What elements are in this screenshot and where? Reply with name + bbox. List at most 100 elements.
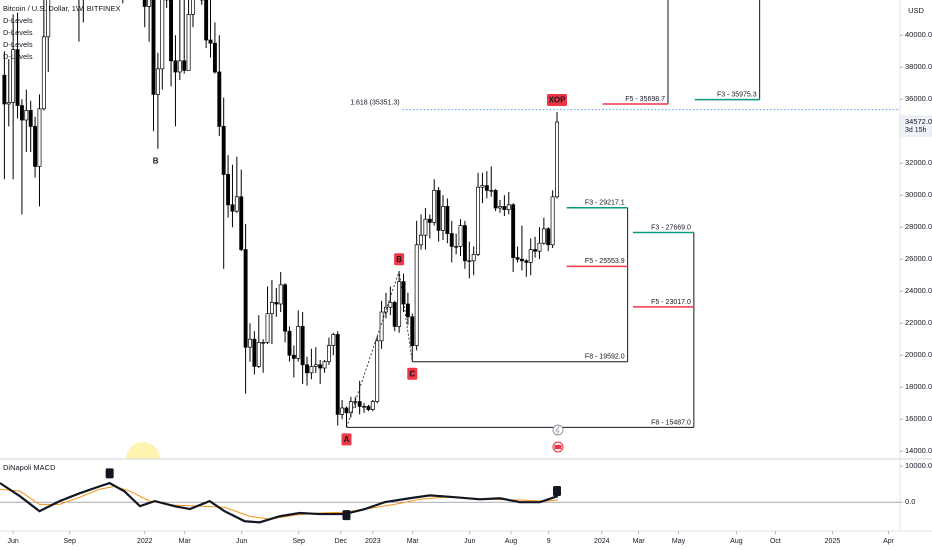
candle-body — [274, 302, 279, 305]
indicator-label: D-Levels — [3, 28, 33, 37]
pivot-label: C — [409, 369, 415, 378]
indicator-label: D-Levels — [3, 52, 33, 61]
y-tick-label: 10000.0 — [905, 461, 932, 470]
candle-body — [326, 345, 331, 362]
countdown-label: 3d 15h — [905, 127, 927, 134]
candle-body — [234, 196, 239, 212]
candle-body — [24, 110, 29, 121]
x-tick-label: 2022 — [137, 538, 153, 545]
candle-body — [212, 42, 217, 73]
candle-body — [155, 68, 160, 95]
candle-body — [173, 60, 178, 73]
x-tick-label: 9 — [547, 538, 551, 545]
candle-body — [287, 330, 292, 356]
currency-label: USD — [908, 6, 924, 15]
y-tick-label: 18000.0 — [905, 382, 932, 391]
candle-body — [230, 204, 235, 212]
level-label: F5 - 25553.9 — [585, 258, 625, 265]
candle-body — [392, 302, 397, 327]
axes: 14000.0 16000.0 18000.0 20000.0 22000.0 24000… — [8, 30, 932, 545]
x-tick-label: Mar — [633, 538, 646, 545]
candle-body — [445, 206, 450, 234]
candle-body — [226, 174, 231, 206]
price-tag — [899, 115, 932, 137]
candle-body — [555, 121, 559, 198]
pivot-label: B — [396, 255, 402, 264]
y-tick-label: 30000.0 — [905, 190, 932, 199]
candle-body — [300, 326, 305, 366]
macd-pane: R R R — [0, 468, 900, 524]
candle-body — [541, 228, 546, 244]
x-tick-label: 2023 — [365, 538, 381, 545]
candle-body — [427, 218, 432, 223]
candle-body — [449, 233, 454, 247]
x-tick-label: Mar — [179, 538, 192, 545]
candle-body — [19, 105, 24, 121]
candle-body — [186, 14, 191, 71]
candle-body — [498, 206, 502, 209]
candle-body — [239, 196, 244, 250]
candle-body — [519, 258, 524, 262]
candle-body — [502, 206, 507, 210]
pivot-label: A — [344, 435, 350, 444]
indicator-label: D-Levels — [3, 40, 33, 49]
x-tick-label: Mar — [407, 538, 420, 545]
candle-body — [458, 225, 463, 247]
candle-body — [278, 284, 283, 305]
marker-label: R — [554, 488, 559, 495]
candle-body — [28, 110, 33, 127]
candle-body — [6, 102, 11, 105]
candle-body — [353, 401, 358, 403]
candle-body — [401, 281, 406, 305]
session-marker — [126, 442, 160, 459]
x-tick-label: Sep — [64, 538, 77, 545]
candle-body — [515, 257, 520, 260]
candle-body — [221, 126, 226, 175]
marker-label: R — [107, 471, 112, 478]
y-tick-label: 38000.0 — [905, 62, 932, 71]
candle-body — [177, 60, 182, 73]
candle-body — [243, 249, 248, 348]
y-tick-label: 16000.0 — [905, 414, 932, 423]
x-tick-label: Sep — [292, 538, 305, 545]
pivot-label: B — [153, 156, 159, 165]
x-tick-label: May — [672, 538, 686, 545]
x-tick-label: Jun — [236, 538, 247, 545]
candle-body — [305, 364, 309, 374]
x-tick-label: 2025 — [825, 538, 841, 545]
level-label: F8 - 15487.0 — [651, 419, 691, 426]
candle-body — [309, 366, 314, 374]
indicator-title: DiNapoli MACD — [3, 463, 56, 472]
y-tick-label: 36000.0 — [905, 94, 932, 103]
level-label: F5 - 35698.7 — [625, 96, 665, 103]
candle-body — [441, 206, 445, 231]
candle-body — [41, 36, 46, 110]
candle-body — [370, 401, 375, 410]
candle-body — [208, 39, 213, 44]
candle-body — [15, 49, 20, 106]
level-label: F3 - 27669.0 — [651, 224, 691, 231]
candle-body — [283, 284, 288, 332]
x-tick-label: Aug — [505, 538, 518, 545]
event-icon[interactable] — [552, 424, 564, 436]
y-tick-label: 32000.0 — [905, 158, 932, 167]
candle-body — [11, 49, 16, 103]
candle-body — [182, 60, 187, 71]
candle-body — [405, 303, 410, 318]
event-icons[interactable] — [552, 424, 564, 453]
candle-body — [357, 401, 362, 407]
x-tick-label: Aug — [730, 538, 743, 545]
candle-body — [322, 361, 327, 369]
marker-box — [105, 468, 114, 479]
candle-body — [169, 0, 174, 62]
candle-body — [410, 316, 415, 346]
y-tick-label: 14000.0 — [905, 446, 932, 455]
candle-body — [269, 302, 274, 314]
candle-body — [335, 334, 340, 415]
level-label: F3 - 29217.1 — [585, 200, 625, 207]
candle-body — [362, 406, 366, 408]
main-pane: 1.618 (35351.3) F5 - 35698.7 F3 - 35975.3 F… — [2, 0, 900, 446]
